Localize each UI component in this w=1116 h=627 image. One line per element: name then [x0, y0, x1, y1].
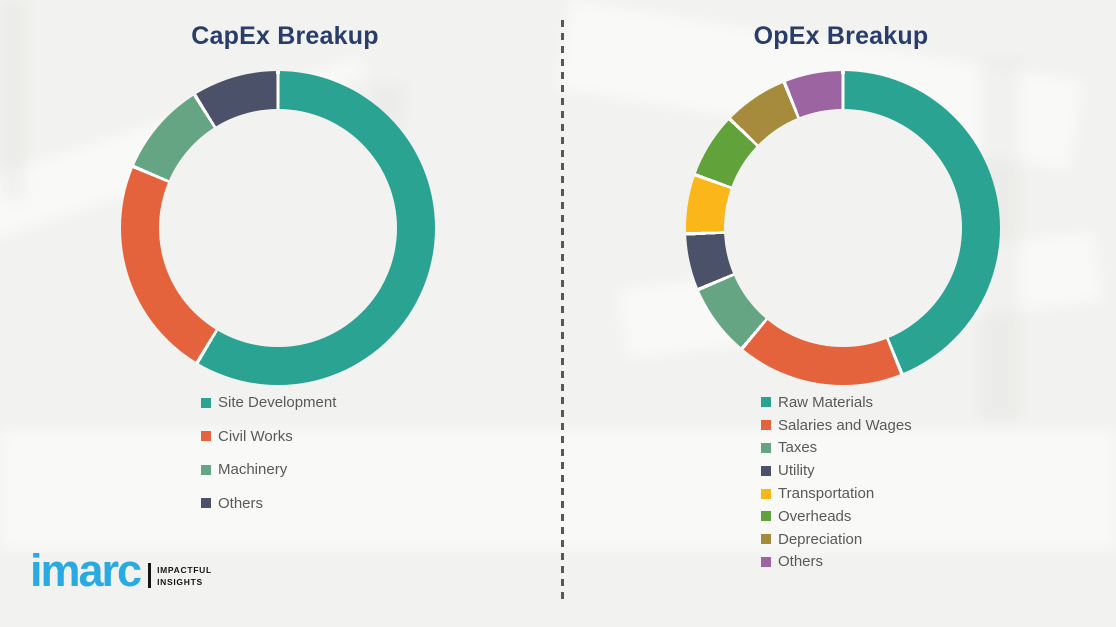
legend-item: Others — [201, 487, 336, 521]
capex-donut-chart — [121, 71, 435, 385]
capex-legend: Site Development Civil Works Machinery Othe… — [201, 386, 336, 520]
legend-swatch — [761, 556, 771, 567]
legend-item: Utility — [761, 459, 912, 482]
legend-item: Depreciation — [761, 528, 912, 551]
legend-swatch — [761, 442, 771, 453]
imarc-logo-separator-bar — [148, 562, 152, 588]
legend-label: Machinery — [218, 461, 288, 479]
legend-label: Site Development — [218, 394, 337, 412]
legend-swatch — [761, 465, 771, 476]
legend-swatch — [201, 431, 211, 442]
legend-label: Others — [218, 494, 264, 512]
opex-donut-chart — [686, 71, 1000, 385]
legend-label: Civil Works — [218, 427, 293, 445]
imarc-tagline-line1: IMPACTFUL — [157, 565, 212, 576]
legend-label: Others — [778, 553, 824, 571]
legend-item: Raw Materials — [761, 391, 912, 414]
legend-swatch — [201, 464, 211, 475]
capex-chart-title: CapEx Breakup — [191, 22, 379, 50]
legend-label: Salaries and Wages — [778, 416, 912, 434]
legend-label: Raw Materials — [778, 393, 874, 411]
legend-swatch — [761, 534, 771, 545]
opex-donut-hole — [724, 109, 962, 347]
legend-swatch — [201, 397, 211, 408]
legend-item: Civil Works — [201, 420, 336, 454]
opex-legend: Raw Materials Salaries and Wages Taxes Util… — [761, 391, 912, 573]
imarc-logo-tagline: IMPACTFUL INSIGHTS — [157, 565, 212, 589]
legend-item: Transportation — [761, 482, 912, 505]
imarc-tagline-line2: INSIGHTS — [157, 577, 203, 587]
legend-label: Taxes — [778, 439, 818, 457]
legend-label: Transportation — [778, 485, 875, 503]
legend-swatch — [761, 420, 771, 431]
legend-swatch — [761, 511, 771, 522]
legend-swatch — [201, 498, 211, 509]
legend-item: Taxes — [761, 437, 912, 460]
opex-chart-title: OpEx Breakup — [753, 22, 929, 50]
legend-swatch — [761, 488, 771, 499]
legend-label: Depreciation — [778, 530, 863, 548]
legend-item: Salaries and Wages — [761, 414, 912, 437]
divider-dashed-line — [561, 20, 564, 602]
legend-swatch — [761, 397, 771, 408]
imarc-logo: imarc IMPACTFUL INSIGHTS — [30, 545, 212, 596]
legend-item: Overheads — [761, 505, 912, 528]
imarc-logo-wordmark: imarc — [30, 545, 142, 596]
legend-item: Others — [761, 551, 912, 574]
legend-item: Machinery — [201, 453, 336, 487]
legend-item: Site Development — [201, 386, 336, 420]
legend-label: Utility — [778, 462, 815, 480]
capex-donut-hole — [159, 109, 397, 347]
legend-label: Overheads — [778, 507, 852, 525]
